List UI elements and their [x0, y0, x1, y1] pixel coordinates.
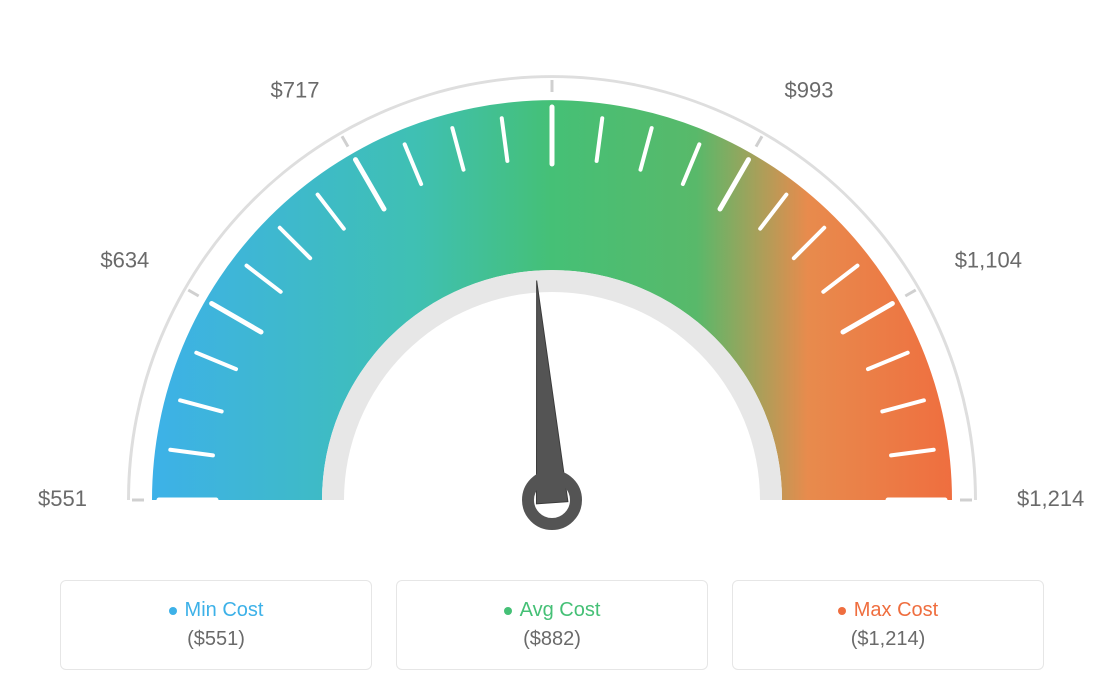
major-tick — [756, 136, 762, 146]
gauge-area: $551$634$717$882$993$1,104$1,214 — [0, 0, 1104, 560]
legend-value: ($882) — [523, 628, 581, 651]
legend-label-text: Max Cost — [854, 599, 938, 622]
legend-label-text: Min Cost — [185, 599, 264, 622]
cost-gauge-widget: $551$634$717$882$993$1,104$1,214 Min Cos… — [0, 0, 1104, 690]
legend-row: Min Cost ($551) Avg Cost ($882) Max Cost ($1,… — [60, 580, 1044, 670]
gauge-svg: $551$634$717$882$993$1,104$1,214 — [0, 40, 1104, 580]
legend-value: ($551) — [187, 628, 245, 651]
tick-label: $634 — [100, 248, 149, 273]
legend-dot-icon — [504, 607, 512, 615]
legend-box-max: Max Cost ($1,214) — [732, 580, 1044, 670]
legend-label-text: Avg Cost — [520, 599, 601, 622]
tick-label: $1,214 — [1017, 486, 1084, 511]
legend-value: ($1,214) — [851, 628, 926, 651]
tick-label: $1,104 — [955, 248, 1022, 273]
legend-label: Avg Cost — [504, 599, 601, 622]
tick-label: $717 — [271, 77, 320, 102]
legend-label: Max Cost — [838, 599, 938, 622]
legend-label: Min Cost — [169, 599, 264, 622]
legend-dot-icon — [169, 607, 177, 615]
major-tick — [342, 136, 348, 146]
legend-dot-icon — [838, 607, 846, 615]
tick-label: $993 — [785, 77, 834, 102]
major-tick — [905, 290, 915, 296]
legend-box-avg: Avg Cost ($882) — [396, 580, 708, 670]
major-tick — [188, 290, 198, 296]
tick-label: $551 — [38, 486, 87, 511]
legend-box-min: Min Cost ($551) — [60, 580, 372, 670]
